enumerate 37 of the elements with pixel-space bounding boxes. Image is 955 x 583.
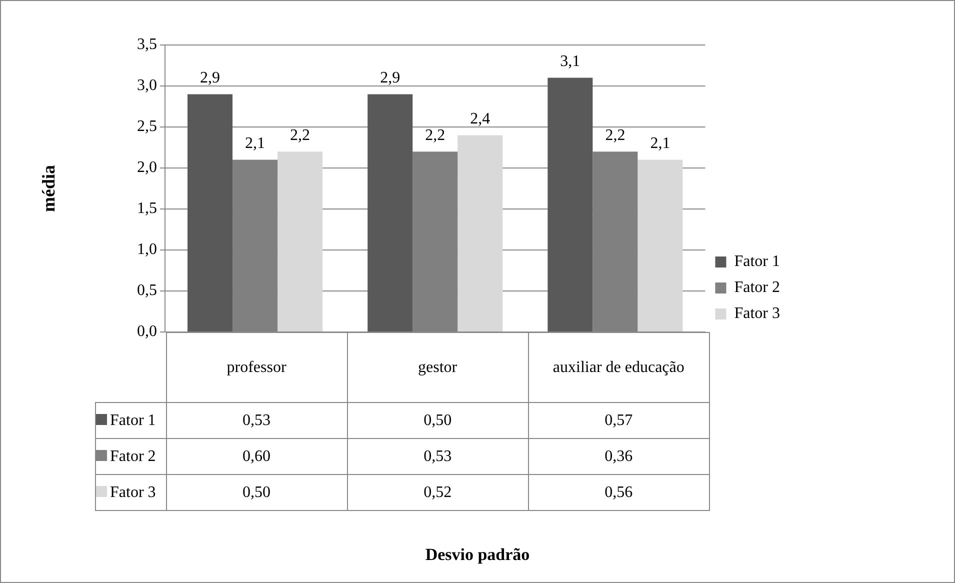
data-label: 2,4	[470, 110, 490, 128]
text: 0,56	[528, 474, 710, 510]
text: 0,60	[166, 438, 348, 474]
data-label: 2,9	[200, 69, 220, 86]
x-tick-label: auxiliar de educação	[528, 332, 710, 402]
y-tick-label: 3,0	[137, 77, 157, 94]
legend-label: Fator 2	[734, 279, 780, 296]
data-label: 2,2	[605, 126, 626, 144]
legend-label: Fator 1	[96, 402, 166, 438]
data-label: 3,1	[560, 53, 580, 70]
text: 0,50	[347, 402, 528, 438]
y-tick-label: 2,0	[137, 159, 157, 176]
x-tick-label: professor	[166, 332, 348, 402]
text: Fator 1	[734, 253, 780, 270]
legend-label: Fator 3	[734, 305, 780, 322]
y-axis-title: média	[38, 165, 58, 212]
data-label: 2,1	[245, 135, 266, 152]
data-label: 2,2	[290, 126, 310, 144]
data-label: 2,2	[425, 126, 446, 144]
text: 0,50	[166, 474, 348, 510]
text: 0,53	[347, 438, 528, 474]
y-tick-label: 2,5	[137, 118, 157, 136]
text: Fator 2	[110, 448, 156, 464]
text: Fator 3	[110, 484, 156, 500]
y-tick-label: 0,0	[137, 323, 157, 340]
y-tick-label: 3,5	[137, 36, 157, 54]
y-tick-label: 1,5	[137, 200, 157, 218]
text: Desvio padrão	[424, 545, 531, 565]
x-tick-label: gestor	[347, 332, 528, 402]
y-tick-label: 1,0	[137, 241, 157, 258]
data-label: 2,1	[650, 135, 670, 152]
y-tick-label: 0,5	[137, 282, 157, 300]
text: 0,53	[166, 402, 348, 438]
text: 0,52	[347, 474, 528, 510]
data-label: 2,9	[380, 69, 400, 86]
text: 0,57	[528, 402, 710, 438]
text: 0,36	[528, 438, 710, 474]
